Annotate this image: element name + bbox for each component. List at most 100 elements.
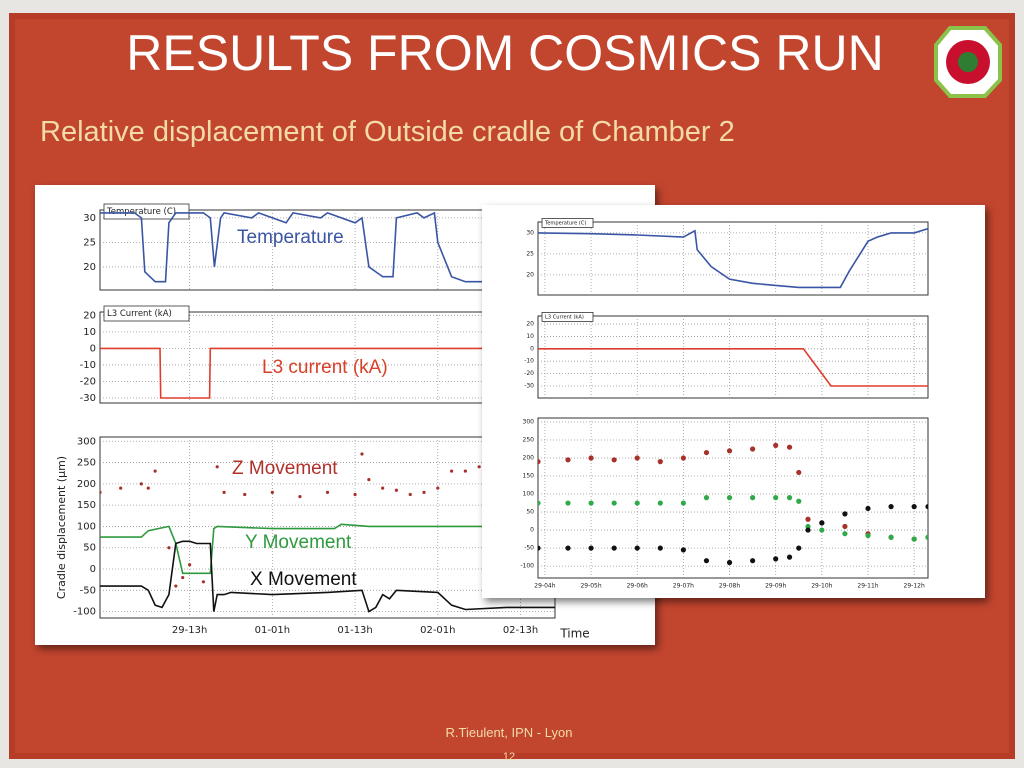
y-tick-label: -100 [520,563,534,570]
data-point [634,455,640,461]
data-point [588,545,594,551]
y-tick-label: 250 [77,458,96,469]
y-tick-label: 0 [530,527,534,534]
x-tick-label: 01-01h [255,625,290,636]
data-point [773,495,779,501]
data-point [477,465,481,469]
data-point [139,482,143,486]
data-point [538,500,541,506]
series-line [100,523,555,575]
y-tick-label: 100 [523,491,535,498]
x-tick-label: 29-06h [627,583,648,590]
data-point [588,455,594,461]
data-point [750,495,756,501]
y-tick-label: 300 [77,436,96,447]
data-point [796,545,802,551]
y-tick-label: 250 [523,436,535,443]
data-point [367,477,371,482]
y-tick-label: -20 [524,370,534,377]
chart-title-box [541,217,594,228]
data-point [865,505,871,512]
y-tick-label: -20 [80,376,96,387]
data-point [703,449,710,456]
data-point [538,545,541,551]
data-point [786,444,793,450]
y-tick-label: -10 [80,360,96,371]
data-point [167,546,171,550]
data-point [360,452,364,456]
data-point [911,536,917,542]
y-tick-label: -10 [524,358,534,365]
y-tick-label: 30 [526,229,534,236]
data-point [786,495,793,501]
data-point [842,511,848,517]
x-tick-label: 02-13h [503,625,538,636]
data-point [119,486,123,490]
x-tick-label: 29-10h [811,583,832,590]
y-tick-label: -50 [524,545,534,552]
footer: R.Tieulent, IPN - Lyon [446,725,573,740]
annotation: Y Movement [245,532,352,553]
data-point [588,500,594,506]
data-point [243,492,247,497]
data-point [657,500,663,506]
series-line [100,540,555,613]
data-point [381,486,385,490]
data-point [463,469,467,473]
y-tick-label: 50 [83,543,96,554]
y-tick-label: 0 [90,343,96,354]
x-tick-label: 29-09h [765,583,786,590]
chart-title: Temperature (C) [544,220,586,226]
x-tick-label: 29-05h [580,583,601,590]
plot-frame [537,315,929,399]
data-point [394,488,399,492]
data-point [680,500,686,506]
x-tick-label: 29-07h [673,583,694,590]
data-point [888,534,894,540]
slide-subtitle: Relative displacement of Outside cradle … [40,116,735,148]
data-point [565,500,571,506]
x-axis-label: Time [559,627,589,641]
data-point [215,465,219,469]
data-point [888,504,894,510]
chart-title: L3 Current (kA) [545,314,584,320]
data-point [174,584,178,588]
data-point [786,554,793,560]
data-point [680,455,686,461]
data-point [726,448,733,454]
data-point [100,490,102,494]
logo [934,26,1002,98]
y-tick-label: -100 [73,607,96,618]
y-tick-label: 300 [523,418,535,425]
x-tick-label: 29-08h [719,583,740,590]
x-tick-label: 29-04h [534,583,555,590]
y-tick-label: 10 [83,327,96,338]
y-tick-label: 0 [530,345,534,352]
chart-title-box [103,203,190,220]
annotation: L3 current (kA) [262,357,388,378]
y-tick-label: 200 [523,455,535,462]
data-point [773,556,779,562]
data-point [865,532,871,539]
data-point [222,490,226,494]
y-tick-label: 150 [523,473,535,480]
data-point [611,500,617,506]
data-point [819,520,825,526]
data-point [750,558,756,564]
y-tick-label: -30 [80,393,96,404]
y-tick-label: 0 [90,564,96,575]
y-tick-label: 100 [77,521,96,532]
y-tick-label: 10 [526,333,534,340]
data-point [538,459,541,465]
slide-title: RESULTS FROM COSMICS RUN [126,25,883,81]
data-point [436,486,440,490]
left-charts: 20 25 30 Temperature (C) Temperature -30 -20 -1… [55,203,590,641]
data-point [925,504,928,510]
plot-frame [537,417,929,579]
data-point [703,558,710,564]
data-point [153,469,157,473]
series-line [100,347,555,399]
data-point [805,523,811,530]
